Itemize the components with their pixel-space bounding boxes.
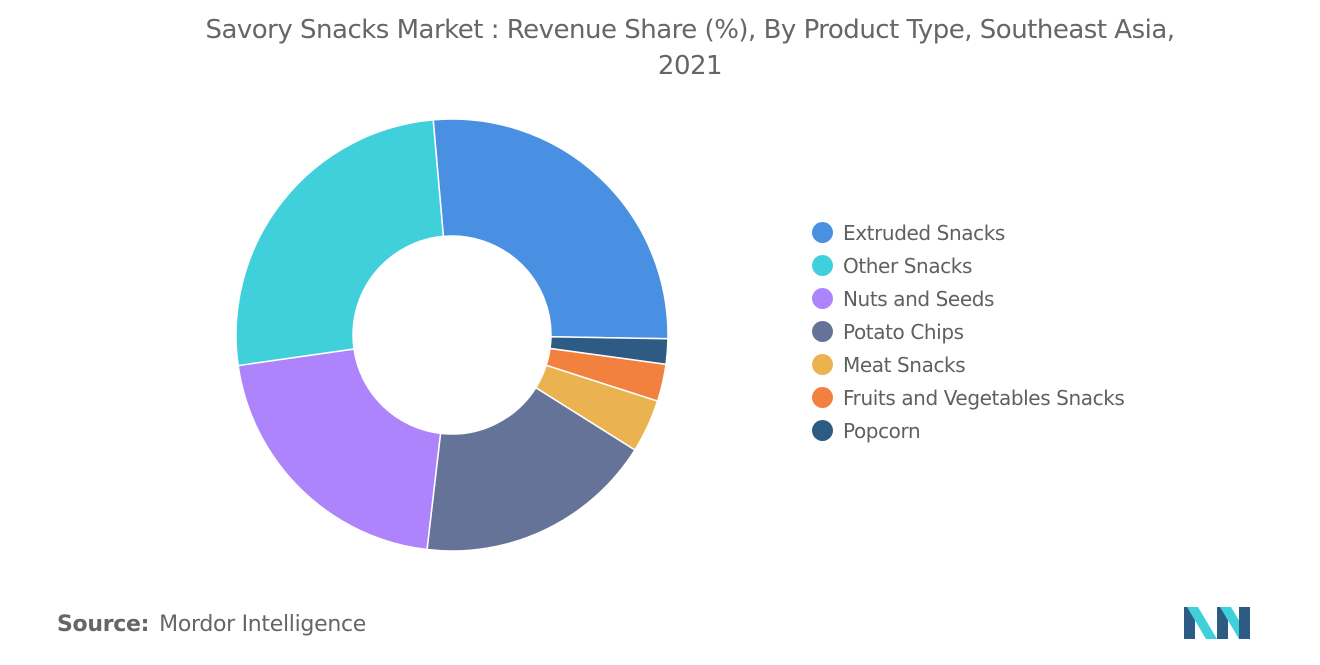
chart-title-line-2: 2021	[657, 51, 723, 81]
legend-swatch-other-snacks	[812, 255, 833, 276]
slice-extruded-snacks	[432, 118, 669, 340]
legend-item-potato-chips: Potato Chips	[812, 315, 1232, 348]
legend-label-nuts-and-seeds: Nuts and Seeds	[843, 286, 995, 311]
source-value: Mordor Intelligence	[159, 612, 367, 637]
legend-swatch-popcorn	[812, 420, 833, 441]
legend-item-other-snacks: Other Snacks	[812, 249, 1232, 282]
legend-label-meat-snacks: Meat Snacks	[843, 352, 966, 377]
legend-label-potato-chips: Potato Chips	[843, 319, 964, 344]
logo-shape-diag-1	[1187, 607, 1217, 639]
logo-shape-right	[1239, 607, 1250, 639]
slice-other-snacks	[235, 119, 445, 367]
mordor-intelligence-logo	[1184, 607, 1250, 639]
legend-label-extruded-snacks: Extruded Snacks	[843, 220, 1005, 245]
chart-legend: Extruded Snacks Other Snacks Nuts and Seed…	[812, 216, 1232, 447]
source-label: Source:	[57, 612, 150, 637]
legend-swatch-fruits-and-vegetables-snacks	[812, 387, 833, 408]
legend-item-meat-snacks: Meat Snacks	[812, 348, 1232, 381]
legend-swatch-extruded-snacks	[812, 222, 833, 243]
legend-item-fruits-and-vegetables-snacks: Fruits and Vegetables Snacks	[812, 381, 1232, 414]
legend-swatch-meat-snacks	[812, 354, 833, 375]
chart-title-line-1: Savory Snacks Market : Revenue Share (%)…	[205, 15, 1175, 45]
legend-swatch-potato-chips	[812, 321, 833, 342]
chart-title: Savory Snacks Market : Revenue Share (%)…	[0, 12, 1320, 84]
source-note: Source: Mordor Intelligence	[57, 612, 366, 637]
legend-label-popcorn: Popcorn	[843, 418, 921, 443]
legend-item-popcorn: Popcorn	[812, 414, 1232, 447]
legend-item-nuts-and-seeds: Nuts and Seeds	[812, 282, 1232, 315]
legend-label-fruits-and-vegetables-snacks: Fruits and Vegetables Snacks	[843, 385, 1125, 410]
legend-item-extruded-snacks: Extruded Snacks	[812, 216, 1232, 249]
legend-swatch-nuts-and-seeds	[812, 288, 833, 309]
legend-label-other-snacks: Other Snacks	[843, 253, 972, 278]
slice-nuts-and-seeds	[237, 348, 442, 551]
slice-potato-chips	[426, 386, 636, 552]
